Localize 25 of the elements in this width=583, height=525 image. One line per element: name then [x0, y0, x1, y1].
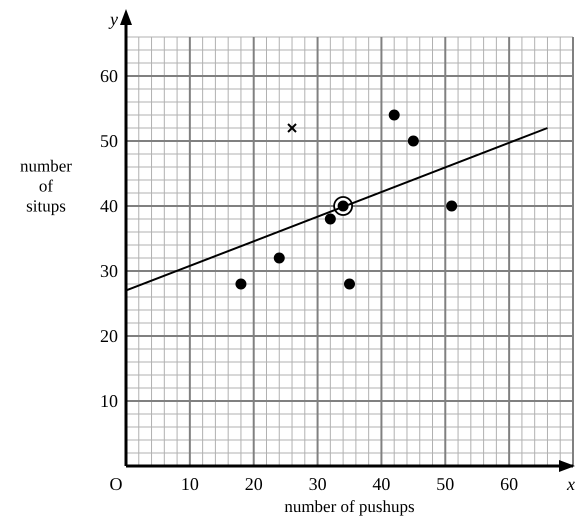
y-tick-label: 20	[100, 326, 118, 346]
point	[388, 110, 400, 120]
x-axis-title: number of pushups	[284, 497, 415, 516]
y-tick-label: 50	[100, 131, 118, 151]
point	[344, 278, 355, 290]
x-tick-label: 50	[436, 474, 454, 494]
y-tick-label: 40	[100, 196, 118, 216]
point	[235, 278, 246, 290]
x-tick-label: 40	[372, 474, 390, 494]
y-tick-label: 10	[100, 391, 118, 411]
x-tick-label: O	[110, 474, 122, 494]
x-tick-label: 20	[244, 474, 263, 494]
y-axis-title: number of situps	[20, 156, 72, 216]
x-tick-label: 30	[308, 474, 327, 494]
point	[274, 252, 285, 264]
y-tick-label: 60	[100, 66, 118, 86]
text: y	[108, 9, 118, 29]
x-tick-label: 60	[500, 474, 518, 494]
point	[324, 214, 336, 224]
point	[408, 136, 419, 146]
point	[287, 123, 298, 133]
y-tick-label: 30	[100, 261, 118, 281]
point	[446, 200, 458, 212]
text: x	[566, 474, 575, 494]
x-tick-label: 10	[180, 474, 199, 494]
